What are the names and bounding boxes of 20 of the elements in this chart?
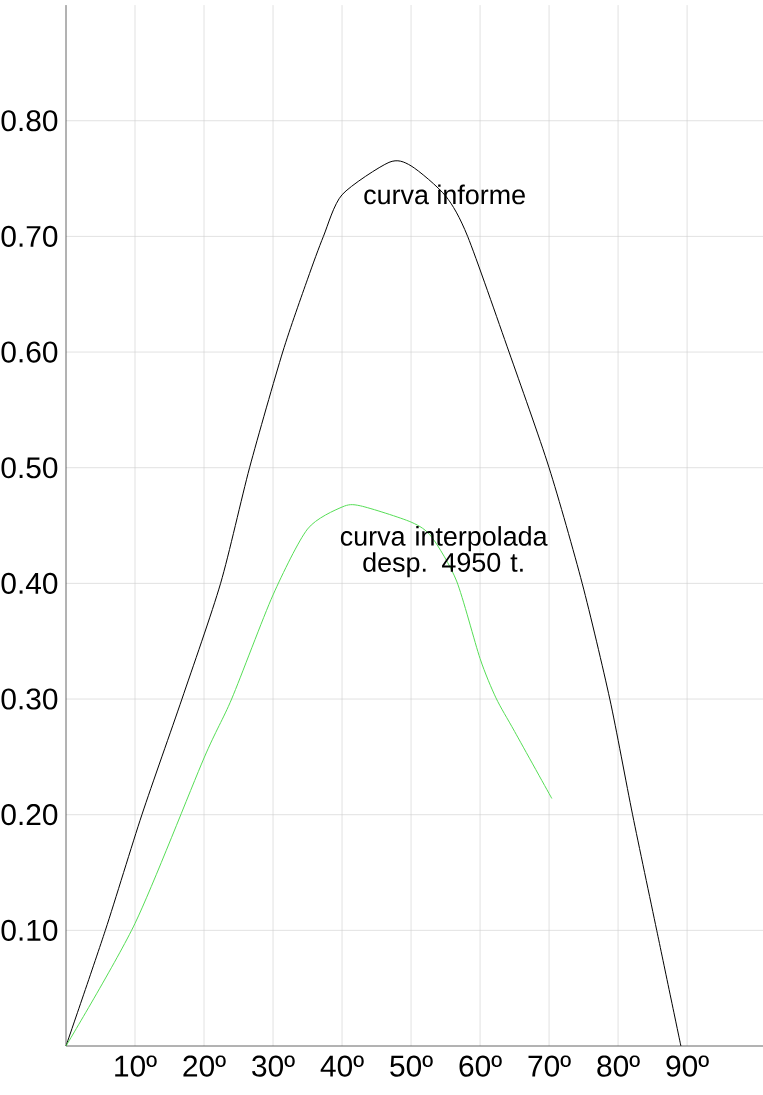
- y-tick-label: 0.50: [1, 457, 58, 479]
- line-series: [65, 504, 553, 1047]
- x-tick-label: 10º: [115, 1055, 157, 1077]
- y-tick-label: 0.60: [1, 341, 58, 363]
- x-tick-label: 60º: [459, 1055, 502, 1077]
- x-tick-label: 50º: [390, 1055, 433, 1077]
- series-label: curva interpolada desp. 4950 t.: [340, 526, 548, 578]
- x-tick-label: 90º: [666, 1055, 709, 1077]
- x-tick-label: 70º: [528, 1055, 571, 1077]
- y-tick-label: 0.80: [1, 110, 58, 132]
- y-tick-label: 0.30: [1, 688, 58, 710]
- x-tick-label: 30º: [252, 1055, 295, 1077]
- y-tick-label: 0.70: [1, 225, 58, 247]
- x-tick-label: 20º: [183, 1055, 226, 1077]
- y-tick-label: 0.10: [1, 919, 58, 941]
- x-tick-label: 80º: [597, 1055, 640, 1077]
- y-tick-label: 0.20: [1, 804, 58, 826]
- line-series: [65, 160, 682, 1047]
- x-tick-label: 40º: [320, 1055, 364, 1077]
- y-tick-label: 0.40: [1, 572, 58, 594]
